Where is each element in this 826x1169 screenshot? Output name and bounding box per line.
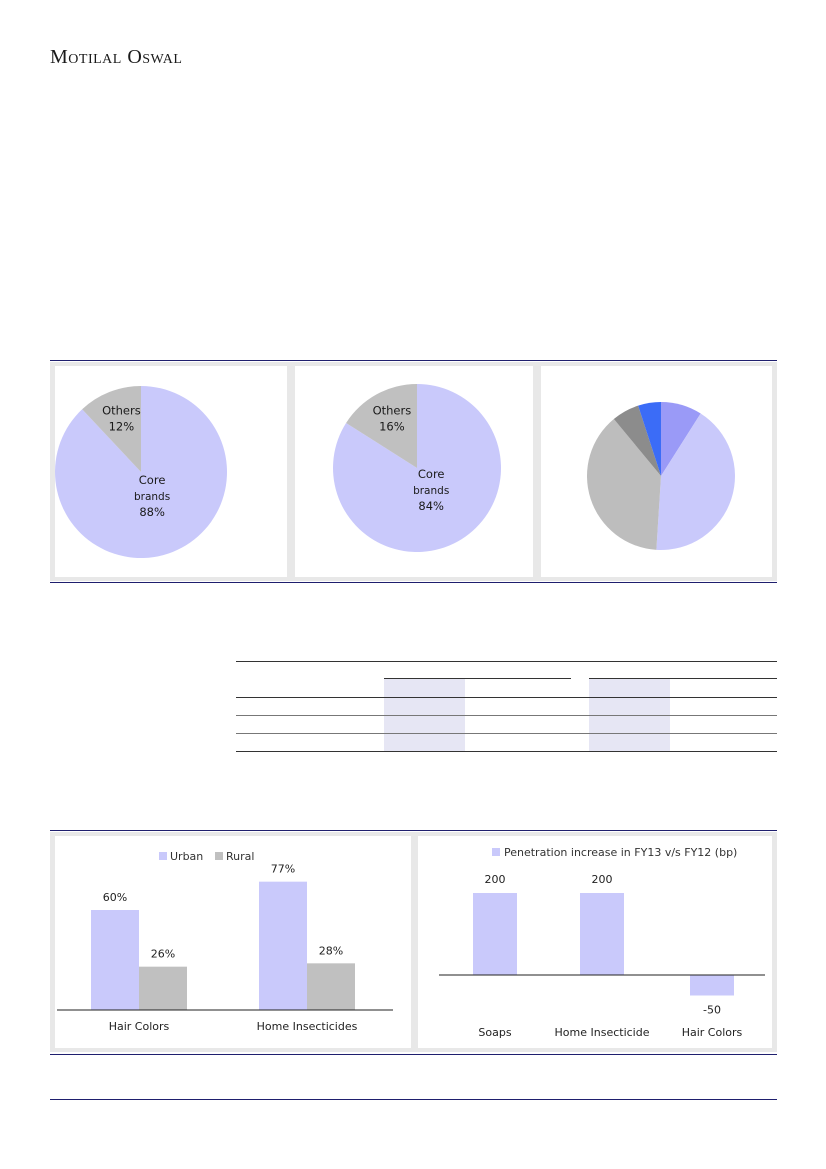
slice-label: Core [418, 467, 445, 481]
table-rule [589, 678, 777, 679]
pie-chart-3 [587, 402, 735, 550]
bar-value-label: 60% [103, 891, 127, 904]
bar-value-label: 200 [592, 873, 613, 886]
pie-slice [656, 413, 735, 550]
table-rule [384, 678, 571, 679]
legend-swatch [492, 848, 500, 856]
pie-slice [587, 418, 661, 550]
x-tick-label: Soaps [478, 1026, 511, 1039]
slice-value-label: 16% [379, 419, 405, 433]
table-rule [236, 697, 777, 698]
slice-value-label: 12% [109, 419, 135, 433]
bar-value-label: 77% [271, 863, 295, 876]
pie-chart-1: Core brands 88% Others 12% [55, 386, 228, 558]
urban-rural-bar-chart: Urban Rural 60% 26% Hair Colors 77% 28% Home In… [57, 850, 393, 1033]
section-rule-top [50, 830, 777, 831]
slice-label: Others [102, 403, 141, 417]
pie-panel-3 [541, 366, 772, 577]
legend-label: Urban [170, 850, 203, 863]
bar-value-label: 28% [319, 944, 343, 957]
footer-rule [50, 1099, 777, 1100]
pie-slice [55, 386, 228, 558]
legend-swatch [215, 852, 223, 860]
slice-label: Core [139, 473, 166, 487]
legend-label: Rural [226, 850, 254, 863]
table-rule [236, 715, 777, 716]
pie-panel-2: Core brands 84% Others 16% [295, 366, 533, 577]
legend-label: Penetration increase in FY13 v/s FY12 (b… [504, 846, 737, 859]
pie-slice [333, 384, 502, 552]
section-rule-bottom [50, 582, 777, 583]
pie-slice [82, 386, 141, 472]
pie-slice [638, 402, 661, 476]
x-tick-label: Home Insecticides [257, 1020, 358, 1033]
pie-slice [613, 405, 661, 476]
pie-slice [346, 384, 417, 468]
bar-value-label: -50 [703, 1004, 721, 1017]
legend-swatch [159, 852, 167, 860]
bar [259, 881, 307, 1010]
penetration-bar-chart: Penetration increase in FY13 v/s FY12 (b… [439, 846, 765, 1039]
bar-panel-1: Urban Rural 60% 26% Hair Colors 77% 28% Home In… [55, 836, 411, 1048]
pie-panel-1: Core brands 88% Others 12% [55, 366, 287, 577]
x-tick-label: Home Insecticide [555, 1026, 650, 1039]
bar [690, 975, 734, 996]
bar [307, 963, 355, 1010]
section-rule-top [50, 360, 777, 361]
table-rule [236, 733, 777, 734]
table-rule [236, 751, 777, 752]
table-rule [236, 661, 777, 662]
slice-value-label: 88% [139, 505, 165, 519]
brand-logo: Motilal Oswal [50, 46, 183, 68]
bar-value-label: 26% [151, 948, 175, 961]
section-rule-bottom [50, 1054, 777, 1055]
slice-sublabel: brands [134, 491, 170, 503]
x-tick-label: Hair Colors [682, 1026, 743, 1039]
bar [473, 893, 517, 975]
x-tick-label: Hair Colors [109, 1020, 170, 1033]
pie-slice [661, 402, 701, 476]
bar-value-label: 200 [485, 873, 506, 886]
pie-chart-2: Core brands 84% Others 16% [333, 384, 502, 552]
bar-charts-row: Urban Rural 60% 26% Hair Colors 77% 28% Home In… [50, 832, 777, 1052]
bar [580, 893, 624, 975]
bar [91, 910, 139, 1010]
bar [139, 966, 187, 1010]
pie-charts-row: Core brands 88% Others 12% Core brands 84% Othe… [50, 362, 777, 581]
slice-sublabel: brands [413, 485, 449, 497]
slice-value-label: 84% [418, 499, 444, 513]
bar-panel-2: Penetration increase in FY13 v/s FY12 (b… [418, 836, 772, 1048]
slice-label: Others [373, 403, 412, 417]
